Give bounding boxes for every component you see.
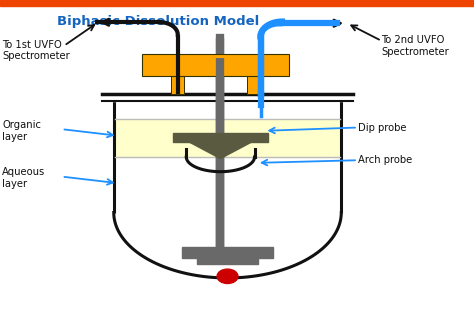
Bar — [102, 94, 353, 101]
Text: Aqueous
layer: Aqueous layer — [2, 167, 46, 189]
Bar — [142, 54, 289, 76]
Text: Arch probe: Arch probe — [358, 155, 412, 165]
Text: To 1st UVFO
Spectrometer: To 1st UVFO Spectrometer — [2, 40, 70, 61]
Bar — [182, 247, 273, 258]
Polygon shape — [190, 142, 251, 159]
Bar — [115, 119, 340, 157]
Text: Organic
layer: Organic layer — [2, 120, 41, 142]
Text: Dip probe: Dip probe — [358, 123, 406, 132]
Bar — [197, 258, 258, 264]
Bar — [173, 133, 268, 142]
Bar — [171, 76, 184, 94]
Bar — [247, 76, 260, 94]
Circle shape — [217, 269, 238, 284]
Bar — [0, 0, 474, 6]
Text: Biphasic Dissolution Model: Biphasic Dissolution Model — [57, 15, 259, 28]
Text: To 2nd UVFO
Spectrometer: To 2nd UVFO Spectrometer — [382, 35, 449, 57]
